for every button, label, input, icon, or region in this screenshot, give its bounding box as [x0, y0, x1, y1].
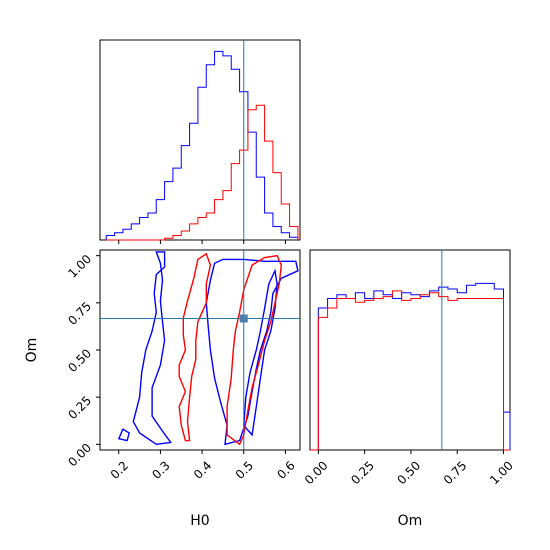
om-marginal-panel: 0.00 0.25 0.50 0.75 1.00 Om: [302, 249, 516, 529]
x-axis-label-h0: H0: [190, 513, 209, 529]
om-xtick-label-0: 0.00: [302, 458, 331, 487]
contour-ytick-label-2: 0.50: [65, 346, 94, 375]
contour-truth-marker: [239, 314, 248, 323]
contour-series-0-level-3: [243, 268, 278, 437]
om-xtick-label-3: 0.75: [441, 458, 470, 487]
contour-xtick-label-0: 0.2: [108, 458, 131, 481]
h0-hist-series-1: [106, 104, 299, 241]
h0-hist-series-0: [105, 50, 299, 240]
contour-xtick-label-2: 0.4: [191, 458, 214, 481]
om-xtick-label-4: 1.00: [487, 458, 516, 487]
y-axis-label-om: Om: [24, 338, 40, 363]
contour-series-1-level-1: [226, 254, 283, 446]
om-xtick-label-1: 0.25: [348, 458, 377, 487]
contour-xtick-label-1: 0.3: [149, 458, 172, 481]
x-axis-label-om: Om: [398, 513, 423, 529]
h0-hist-marks: [105, 40, 299, 244]
om-x-ticks: 0.00 0.25 0.50 0.75 1.00: [302, 450, 516, 487]
contour-series-0-level-2: [205, 258, 299, 446]
contour-ytick-label-1: 0.25: [65, 393, 94, 422]
om-marginal-frame: [309, 249, 511, 451]
h0-marginal-panel: [99, 39, 301, 244]
contour-xtick-label-3: 0.5: [233, 458, 256, 481]
contour-x-ticks: 0.2 0.3 0.4 0.5 0.6: [108, 450, 298, 482]
contour-y-ticks: 0.00 0.25 0.50 0.75 1.00: [65, 252, 100, 469]
om-hist-marks: [309, 250, 511, 451]
contour-ytick-label-0: 0.00: [65, 441, 94, 470]
contour-series-1-level-0: [178, 252, 212, 442]
contour-ytick-label-4: 1.00: [65, 252, 94, 281]
contour-series-0-level-0: [132, 251, 173, 446]
contour-series-0-level-1: [117, 428, 131, 442]
contour-ytick-label-3: 0.75: [65, 299, 94, 328]
contour-xtick-label-4: 0.6: [274, 458, 297, 481]
om-hist-series-1: [309, 290, 510, 451]
om-xtick-label-2: 0.50: [394, 458, 423, 487]
h0-marginal-frame: [99, 39, 301, 241]
om-hist-series-0: [309, 282, 511, 451]
contour-panel: 0.2 0.3 0.4 0.5 0.6 0.000.250.500.751.00 H0 …: [24, 249, 301, 529]
contour-marks: [100, 250, 300, 450]
